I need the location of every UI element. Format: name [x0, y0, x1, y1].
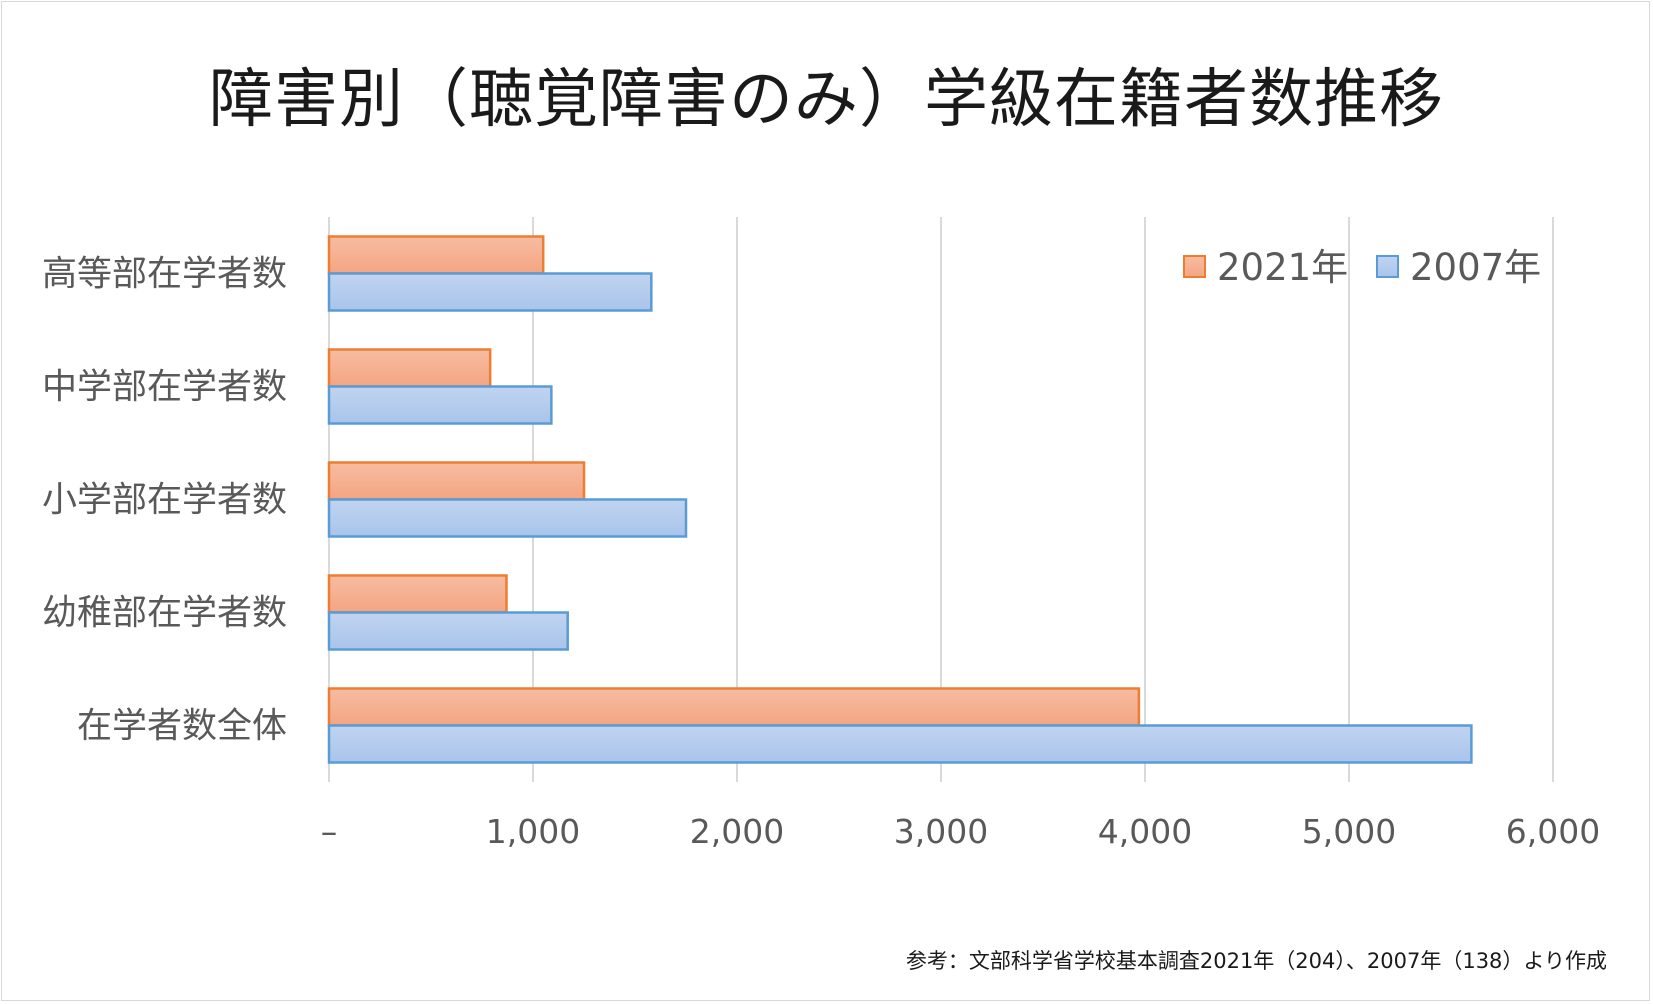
tick-label-3: 3,000 [894, 812, 988, 851]
bar-2007-1 [327, 385, 553, 425]
legend-label-1: 2007年 [1410, 246, 1541, 289]
tick-label-1: 1,000 [486, 812, 580, 851]
tick-label-6: 6,000 [1506, 812, 1600, 851]
bar-2021-2 [327, 461, 586, 501]
category-label-0: 高等部在学者数 [42, 255, 287, 295]
bar-2007-2 [327, 498, 688, 538]
tick-label-5: 5,000 [1302, 812, 1396, 851]
tick-label-2: 2,000 [690, 812, 784, 851]
bar-2021-1 [327, 348, 492, 388]
bar-2007-0 [327, 272, 653, 312]
tick-label-0: – [321, 812, 338, 851]
bars [327, 235, 1473, 764]
tick-label-4: 4,000 [1098, 812, 1192, 851]
source-note: 参考：文部科学省学校基本調査2021年（204）、2007年（138）より作成 [905, 949, 1607, 973]
legend-label-0: 2021年 [1217, 246, 1348, 289]
tick-labels: – 1,000 2,000 3,000 4,000 5,000 6,000 [321, 812, 1600, 851]
category-label-2: 小学部在学者数 [42, 481, 287, 521]
legend-swatch-1 [1376, 255, 1399, 278]
chart-title: 障害別（聴覚障害のみ）学級在籍者数推移 [209, 63, 1444, 137]
legend: 2021年 2007年 [1183, 246, 1541, 289]
category-label-4: 在学者数全体 [77, 707, 287, 747]
bar-2021-4 [327, 687, 1141, 727]
legend-swatch-0 [1183, 255, 1206, 278]
bar-2021-0 [327, 235, 545, 275]
bar-2007-4 [327, 724, 1473, 764]
category-label-3: 幼稚部在学者数 [42, 594, 287, 634]
category-label-1: 中学部在学者数 [42, 368, 287, 408]
bar-2007-3 [327, 611, 569, 651]
bar-2021-3 [327, 574, 508, 614]
